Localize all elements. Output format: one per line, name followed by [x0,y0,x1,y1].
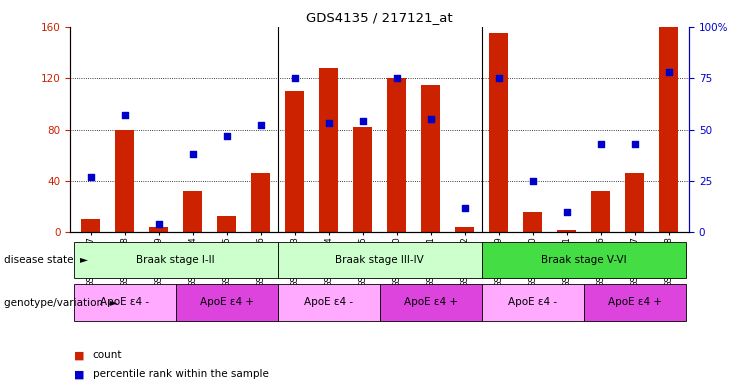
Point [425,116,436,122]
Bar [251,173,270,232]
Bar [557,230,576,232]
Bar [74,284,176,321]
Bar [150,227,168,232]
Bar [659,27,678,232]
Bar [625,173,644,232]
Bar [379,284,482,321]
Bar [116,130,134,232]
Bar [74,242,278,278]
Text: ApoE ε4 -: ApoE ε4 - [305,297,353,308]
Point [459,205,471,211]
Point [255,122,267,129]
Point [85,174,97,180]
Point [493,75,505,81]
Bar [482,284,584,321]
Text: percentile rank within the sample: percentile rank within the sample [93,369,268,379]
Bar [176,284,278,321]
Text: ApoE ε4 +: ApoE ε4 + [200,297,253,308]
Point [561,209,573,215]
Bar [489,33,508,232]
Point [595,141,607,147]
Point [153,221,165,227]
Text: count: count [93,350,122,360]
Text: disease state  ►: disease state ► [4,255,87,265]
Bar [285,91,304,232]
Text: Braak stage V-VI: Braak stage V-VI [541,255,627,265]
Bar [388,78,406,232]
Text: ■: ■ [74,369,84,379]
Bar [278,284,379,321]
Bar [591,191,610,232]
Bar [217,216,236,232]
Point [662,69,674,75]
Text: ApoE ε4 -: ApoE ε4 - [100,297,150,308]
Bar [278,242,482,278]
Text: ApoE ε4 +: ApoE ε4 + [608,297,662,308]
Point [391,75,402,81]
Point [289,75,301,81]
Bar [184,191,202,232]
Bar [523,212,542,232]
Text: ■: ■ [74,350,84,360]
Text: ApoE ε4 -: ApoE ε4 - [508,297,557,308]
Point [221,133,233,139]
Bar [422,84,440,232]
Point [527,178,539,184]
Bar [353,127,372,232]
Point [357,118,369,124]
Text: Braak stage III-IV: Braak stage III-IV [336,255,424,265]
Point [187,151,199,157]
Text: ApoE ε4 +: ApoE ε4 + [404,297,458,308]
Bar [82,220,100,232]
Bar [584,284,685,321]
Text: Braak stage I-II: Braak stage I-II [136,255,215,265]
Bar [319,68,338,232]
Point [119,112,130,118]
Bar [456,227,474,232]
Text: genotype/variation  ►: genotype/variation ► [4,298,117,308]
Point [323,120,335,126]
Bar [482,242,685,278]
Title: GDS4135 / 217121_at: GDS4135 / 217121_at [307,11,453,24]
Point [629,141,641,147]
